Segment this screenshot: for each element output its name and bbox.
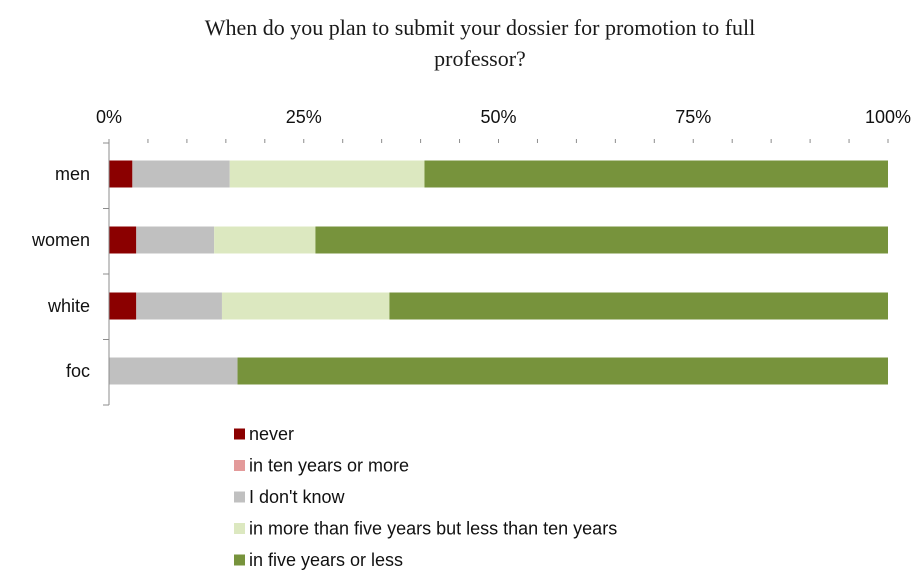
legend-label-never: never bbox=[249, 424, 294, 444]
legend-label-in-ten-years-or-more: in ten years or more bbox=[249, 456, 409, 476]
chart-title-line-1: When do you plan to submit your dossier … bbox=[205, 15, 756, 40]
x-axis-tick-labels: 0% 25% 50% 75% 100% bbox=[96, 107, 911, 143]
legend-item-in-ten-years-or-more: in ten years or more bbox=[234, 456, 409, 476]
category-label-foc: foc bbox=[66, 361, 90, 381]
bar-men-never bbox=[109, 160, 133, 188]
legend: never in ten years or more I don't know in … bbox=[234, 424, 617, 570]
legend-swatch-in-more-than-five-years-but-less-than-ten-years bbox=[234, 523, 245, 534]
bar-women-in-five-years-or-less bbox=[315, 226, 888, 254]
bar-women-i-don-t-know bbox=[136, 226, 215, 254]
bar-women-never bbox=[109, 226, 137, 254]
legend-swatch-in-five-years-or-less bbox=[234, 554, 245, 566]
bar-white-i-don-t-know bbox=[136, 292, 222, 320]
bar-white-in-more-than-five-years-but-less-than-ten-years bbox=[221, 292, 390, 320]
y-axis bbox=[103, 142, 110, 406]
legend-item-in-more-than-five-years-but-less-than-ten-years: in more than five years but less than te… bbox=[234, 519, 617, 539]
category-label-white: white bbox=[47, 296, 90, 316]
x-tick-label-75: 75% bbox=[675, 107, 711, 127]
bar-white-in-five-years-or-less bbox=[389, 292, 888, 320]
legend-label-in-five-years-or-less: in five years or less bbox=[249, 550, 403, 570]
x-tick-label-50: 50% bbox=[480, 107, 516, 127]
x-tick-label-25: 25% bbox=[286, 107, 322, 127]
chart-title-line-2: professor? bbox=[434, 46, 526, 71]
legend-swatch-in-ten-years-or-more bbox=[234, 460, 245, 471]
x-tick-label-100: 100% bbox=[865, 107, 911, 127]
bar-white-never bbox=[109, 292, 137, 320]
bar-women-in-more-than-five-years-but-less-than-ten-years bbox=[214, 226, 316, 254]
bar-foc-in-five-years-or-less bbox=[237, 357, 888, 385]
y-axis-category-labels: men women white foc bbox=[31, 164, 90, 381]
bar-foc-i-don-t-know bbox=[109, 357, 238, 385]
x-tick-label-0: 0% bbox=[96, 107, 122, 127]
legend-label-i-don-t-know: I don't know bbox=[249, 487, 345, 507]
legend-swatch-i-don-t-know bbox=[234, 491, 245, 503]
legend-item-in-five-years-or-less: in five years or less bbox=[234, 550, 403, 570]
bar-men-in-five-years-or-less bbox=[424, 160, 888, 188]
legend-item-i-don-t-know: I don't know bbox=[234, 487, 345, 507]
legend-item-never: never bbox=[234, 424, 294, 444]
bar-men-in-more-than-five-years-but-less-than-ten-years bbox=[229, 160, 425, 188]
category-label-women: women bbox=[31, 230, 90, 250]
chart-title: When do you plan to submit your dossier … bbox=[205, 15, 756, 71]
plot-area bbox=[109, 160, 888, 385]
category-label-men: men bbox=[55, 164, 90, 184]
legend-swatch-never bbox=[234, 428, 245, 440]
legend-label-in-more-than-five-years-but-less-than-ten-years: in more than five years but less than te… bbox=[249, 519, 617, 539]
bar-men-i-don-t-know bbox=[132, 160, 230, 188]
